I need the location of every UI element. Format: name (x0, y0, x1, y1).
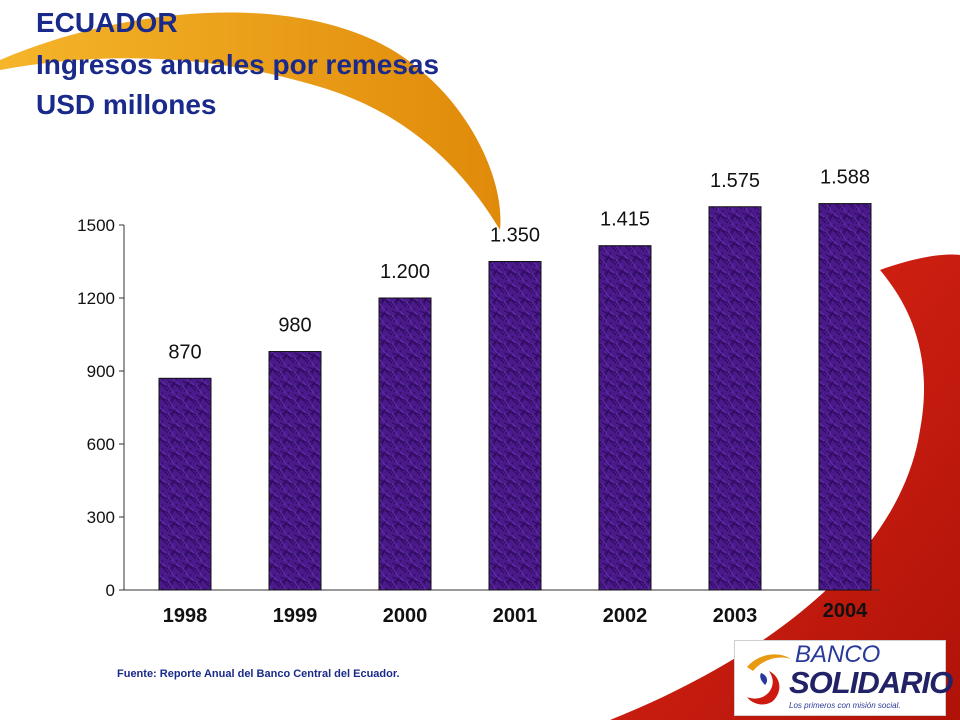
logo-solidario-text: SOLIDARIO (789, 665, 953, 700)
x-tick-label: 1998 (163, 605, 208, 627)
page-title: ECUADOR (36, 7, 178, 38)
source-note: Fuente: Reporte Anual del Banco Central … (117, 668, 400, 680)
data-label: 1.575 (710, 170, 760, 192)
data-label: 870 (168, 341, 201, 363)
data-label: 1.350 (490, 225, 540, 247)
plot-area: 0 300 600 900 1200 1500 870 1998 980 1999 1.200 200… (77, 167, 880, 627)
bar (488, 261, 542, 591)
logo-banco-text: BANCO (795, 641, 881, 668)
x-tick-label: 2000 (383, 605, 428, 627)
y-tick-label: 0 (106, 581, 115, 600)
x-tick-label: 1999 (273, 605, 318, 627)
bar (378, 297, 432, 591)
bar (268, 351, 322, 591)
bar (598, 245, 652, 591)
data-label: 1.200 (380, 261, 430, 283)
orange-swoosh (0, 12, 501, 230)
y-tick-label: 600 (87, 435, 115, 454)
bar (158, 377, 212, 591)
y-tick-label: 300 (87, 508, 115, 527)
unit-label: USD millones (36, 89, 217, 120)
data-label: 1.415 (600, 209, 650, 231)
y-tick-label: 1200 (77, 289, 115, 308)
chart-subtitle: Ingresos anuales por remesas (36, 49, 440, 80)
x-tick-label: 2001 (493, 605, 538, 627)
logo-swoosh-icon (747, 654, 791, 705)
data-label: 1.588 (820, 167, 870, 189)
bar (818, 203, 872, 591)
x-tick-label: 2004 (823, 600, 868, 622)
y-tick-label: 1500 (77, 216, 115, 235)
y-tick-label: 900 (87, 362, 115, 381)
bar (708, 206, 762, 591)
data-label: 980 (278, 315, 311, 337)
x-tick-label: 2003 (713, 605, 758, 627)
banco-solidario-logo: BANCO SOLIDARIO Los primeros con misión … (734, 640, 953, 716)
x-tick-label: 2002 (603, 605, 648, 627)
logo-tagline: Los primeros con misión social. (789, 701, 901, 710)
red-swoosh (610, 254, 960, 720)
